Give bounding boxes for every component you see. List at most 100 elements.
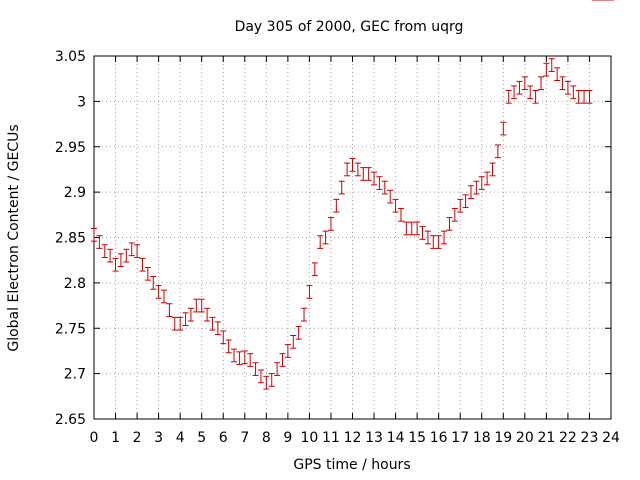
x-tick-label: 11 — [322, 430, 340, 446]
error-bar-point — [150, 276, 157, 290]
error-bar-point — [96, 235, 103, 249]
error-bar-point — [344, 162, 351, 177]
error-bar-point — [123, 248, 130, 263]
x-tick-label: 23 — [581, 430, 599, 446]
error-bar-point — [532, 89, 539, 104]
error-bar-point — [231, 348, 238, 363]
y-axis-label: Global Electron Content / GECUs — [6, 124, 22, 351]
error-bar-point — [435, 235, 442, 249]
x-tick-label: 17 — [451, 430, 469, 446]
error-bar-point — [144, 266, 151, 281]
error-bar-point — [548, 58, 555, 72]
ticks: 0 1 2 3 4 5 6 7 8 9 10 11 12 13 14 15 16 17 18 19 20 21 22 23 24… — [55, 49, 620, 446]
data-series — [91, 0, 614, 390]
error-bar-point — [559, 76, 566, 91]
error-bar-point — [247, 353, 254, 367]
error-bar-point — [516, 80, 523, 95]
error-bar-point — [279, 353, 286, 367]
x-tick-label: 24 — [602, 430, 620, 446]
error-bar-point — [473, 180, 480, 195]
error-bar-point — [365, 167, 372, 181]
error-bar-point — [419, 226, 426, 240]
error-bar-point — [177, 316, 184, 331]
x-tick-label: 21 — [537, 430, 555, 446]
error-bar-point — [290, 335, 297, 349]
error-bar-point — [457, 198, 464, 213]
error-bar-point — [581, 89, 588, 104]
x-tick-label: 20 — [516, 430, 534, 446]
y-tick-label: 2.85 — [55, 231, 86, 247]
x-tick-label: 16 — [430, 430, 448, 446]
x-tick-label: 5 — [197, 430, 206, 446]
error-bar-point — [236, 351, 243, 366]
error-bar-point — [317, 235, 324, 249]
error-bar-point — [554, 67, 561, 82]
x-tick-label: 7 — [240, 430, 249, 446]
error-bar-point — [187, 307, 194, 322]
x-tick-label: 18 — [473, 430, 491, 446]
error-bar-point — [381, 180, 388, 195]
y-tick-label: 2.8 — [64, 276, 86, 292]
error-bar-point — [360, 167, 367, 181]
error-bar-point — [451, 207, 458, 222]
x-tick-label: 6 — [219, 430, 228, 446]
error-bar-point — [91, 227, 97, 242]
error-bar-point — [354, 162, 361, 177]
x-tick-label: 15 — [408, 430, 426, 446]
y-tick-label: 3.05 — [55, 49, 86, 65]
grid — [94, 56, 611, 419]
error-bar-point — [424, 230, 431, 245]
error-bar-point — [252, 362, 259, 376]
error-bar-point — [500, 121, 507, 136]
error-bar-point — [220, 330, 227, 345]
error-bar-point — [134, 244, 141, 258]
error-bar-point — [311, 262, 318, 277]
y-tick-label: 2.9 — [64, 185, 86, 201]
error-bar-point — [155, 285, 162, 299]
x-tick-label: 10 — [301, 430, 319, 446]
error-bar-point — [494, 144, 501, 159]
y-tick-label: 2.75 — [55, 321, 86, 337]
error-bar-point — [198, 298, 205, 313]
error-bar-point — [322, 230, 329, 245]
error-bar-point — [575, 89, 582, 104]
error-bar-point — [371, 171, 378, 186]
error-bar-point — [257, 369, 264, 384]
error-bar-point — [274, 362, 281, 376]
error-bar-point — [209, 316, 216, 331]
x-tick-label: 8 — [262, 430, 271, 446]
error-bar-point — [128, 242, 135, 257]
error-bar-point — [139, 257, 146, 272]
error-bar-point — [301, 307, 308, 322]
error-bar-point — [414, 221, 421, 236]
error-bar-point — [166, 303, 173, 317]
error-bar-point — [403, 221, 410, 236]
error-bar-point — [392, 198, 399, 213]
error-bar-point — [117, 253, 124, 268]
error-bar-point — [161, 289, 168, 304]
error-bar-point — [214, 321, 221, 336]
error-bar-point — [543, 62, 550, 77]
error-bar-point — [441, 230, 448, 245]
x-tick-label: 13 — [365, 430, 383, 446]
x-tick-label: 3 — [154, 430, 163, 446]
error-bar-point — [505, 89, 512, 104]
error-bar-point — [537, 76, 544, 91]
chart-title: Day 305 of 2000, GEC from uqrg — [235, 19, 464, 35]
x-axis-label: GPS time / hours — [293, 457, 410, 473]
error-bar-point — [101, 244, 108, 258]
y-tick-label: 2.95 — [55, 140, 86, 156]
error-bar-point — [376, 176, 383, 190]
y-tick-label: 2.65 — [55, 412, 86, 428]
error-bar-point — [387, 189, 394, 204]
error-bar-point — [462, 194, 469, 209]
error-bar-point — [408, 221, 415, 236]
error-bar-point — [484, 171, 491, 186]
error-bar-point — [478, 176, 485, 190]
y-tick-label: 3 — [77, 94, 86, 110]
error-bar-point — [284, 344, 291, 358]
error-bar-point — [527, 85, 534, 100]
error-bar-point — [397, 207, 404, 222]
error-bar-point — [467, 185, 474, 199]
